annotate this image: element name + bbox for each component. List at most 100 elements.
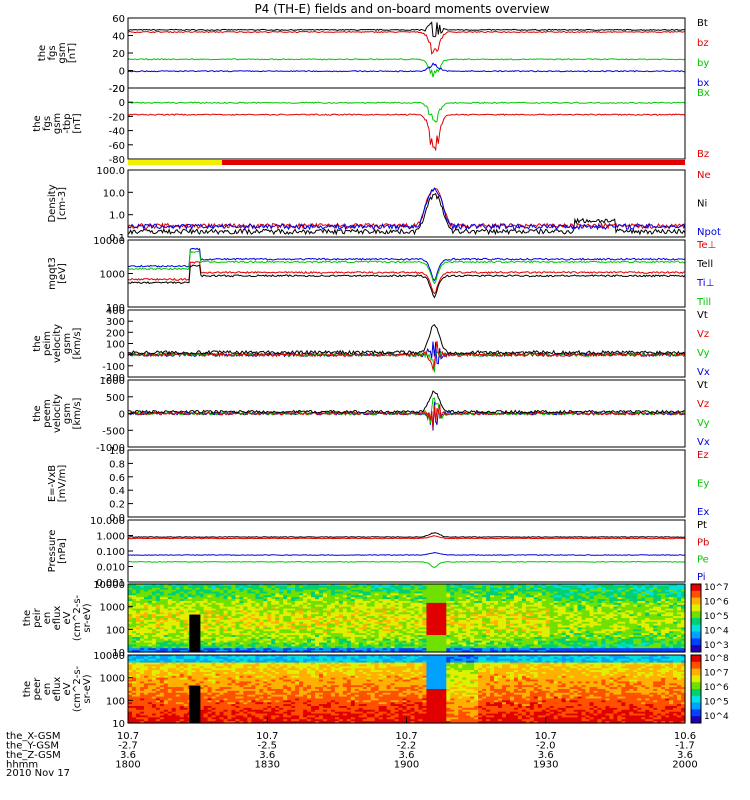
heatmap-cell: [641, 602, 646, 606]
heatmap-cell: [637, 599, 642, 602]
heatmap-cell: [338, 602, 344, 606]
series-npot-line: [127, 187, 686, 231]
heatmap-cell: [665, 585, 670, 589]
heatmap-cell: [498, 612, 503, 615]
heatmap-cell: [131, 585, 137, 589]
heatmap-cell: [641, 612, 646, 615]
heatmap-cell: [151, 584, 157, 587]
heatmap-cell: [318, 601, 324, 604]
heatmap-cell: [358, 589, 364, 593]
heatmap-cell: [318, 608, 324, 612]
heatmap-cell: [438, 601, 443, 604]
heatmap-cell: [171, 595, 177, 598]
heatmap-cell: [673, 589, 678, 593]
heatmap-cell: [498, 597, 503, 600]
heatmap-cell: [235, 585, 240, 589]
heatmap-cell: [255, 606, 260, 610]
heatmap-cell: [135, 614, 141, 617]
heatmap-cell: [318, 606, 324, 610]
heatmap-cell: [561, 589, 567, 593]
heatmap-cell: [191, 601, 197, 604]
heatmap-cell: [342, 589, 348, 593]
heatmap-cell: [450, 602, 455, 606]
heatmap-cell: [251, 602, 256, 606]
heatmap-cell: [585, 608, 591, 612]
heatmap-cell: [605, 584, 611, 587]
heatmap-cell: [597, 604, 603, 608]
heatmap-cell: [155, 587, 161, 591]
heatmap-cell: [271, 585, 276, 589]
heatmap-cell: [517, 593, 523, 596]
heatmap-cell: [649, 599, 654, 602]
heatmap-cell: [378, 591, 384, 595]
heatmap-cell: [314, 604, 320, 608]
heatmap-cell: [521, 595, 527, 598]
heatmap-cell: [139, 608, 145, 612]
heatmap-cell: [390, 599, 396, 602]
heatmap-cell: [366, 599, 372, 602]
heatmap-cell: [577, 599, 583, 602]
heatmap-cell: [665, 593, 670, 596]
heatmap-cell: [669, 593, 674, 596]
heatmap-cell: [203, 589, 209, 593]
heatmap-cell: [426, 599, 431, 602]
heatmap-cell: [183, 602, 189, 606]
y-tick-label: 60: [112, 14, 125, 25]
heatmap-cell: [533, 595, 539, 598]
heatmap-cell: [203, 597, 209, 600]
heatmap-cell: [295, 602, 300, 606]
heatmap-cell: [179, 610, 185, 613]
heatmap-cell: [378, 602, 384, 606]
heatmap-cell: [637, 604, 642, 608]
heatmap-cell: [370, 584, 376, 587]
heatmap-cell: [589, 587, 595, 591]
heatmap-cell: [613, 604, 618, 608]
heatmap-cell: [366, 602, 372, 606]
heatmap-cell: [342, 612, 348, 615]
legend-entry-bz: Bz: [697, 149, 709, 160]
heatmap-cell: [561, 606, 567, 610]
y-tick-label: 1.0: [109, 211, 125, 222]
heatmap-cell: [589, 612, 595, 615]
heatmap-cell: [621, 593, 626, 596]
heatmap-cell: [358, 593, 364, 596]
series-bt-line: [127, 21, 686, 38]
heatmap-cell: [482, 593, 487, 596]
heatmap-cell: [346, 593, 352, 596]
heatmap-cell: [159, 604, 165, 608]
heatmap-cell: [625, 589, 630, 593]
heatmap-cell: [211, 597, 217, 600]
heatmap-cell: [657, 599, 662, 602]
heatmap-cell: [291, 614, 296, 617]
heatmap-cell: [338, 610, 344, 613]
heatmap-cell: [211, 606, 217, 610]
heatmap-cell: [553, 593, 559, 596]
heatmap-cell: [322, 593, 328, 596]
heatmap-cell: [609, 612, 614, 615]
heatmap-cell: [466, 612, 471, 615]
heatmap-cell: [426, 597, 431, 600]
heatmap-cell: [386, 601, 392, 604]
heatmap-cell: [362, 610, 368, 613]
heatmap-cell: [490, 614, 495, 617]
heatmap-cell: [569, 602, 575, 606]
heatmap-cell: [287, 591, 292, 595]
heatmap-cell: [422, 610, 427, 613]
heatmap-cell: [223, 612, 229, 615]
heatmap-cell: [338, 587, 344, 591]
heatmap-cell: [139, 604, 145, 608]
heatmap-cell: [279, 587, 284, 591]
heatmap-cell: [239, 608, 244, 612]
heatmap-cell: [629, 610, 634, 613]
heatmap-cell: [494, 589, 499, 593]
heatmap-cell: [203, 585, 209, 589]
heatmap-cell: [521, 585, 527, 589]
heatmap-cell: [235, 591, 240, 595]
heatmap-cell: [187, 587, 193, 591]
heatmap-cell: [478, 593, 483, 596]
heatmap-cell: [410, 602, 416, 606]
heatmap-cell: [239, 606, 244, 610]
heatmap-cell: [263, 604, 268, 608]
heatmap-cell: [255, 608, 260, 612]
